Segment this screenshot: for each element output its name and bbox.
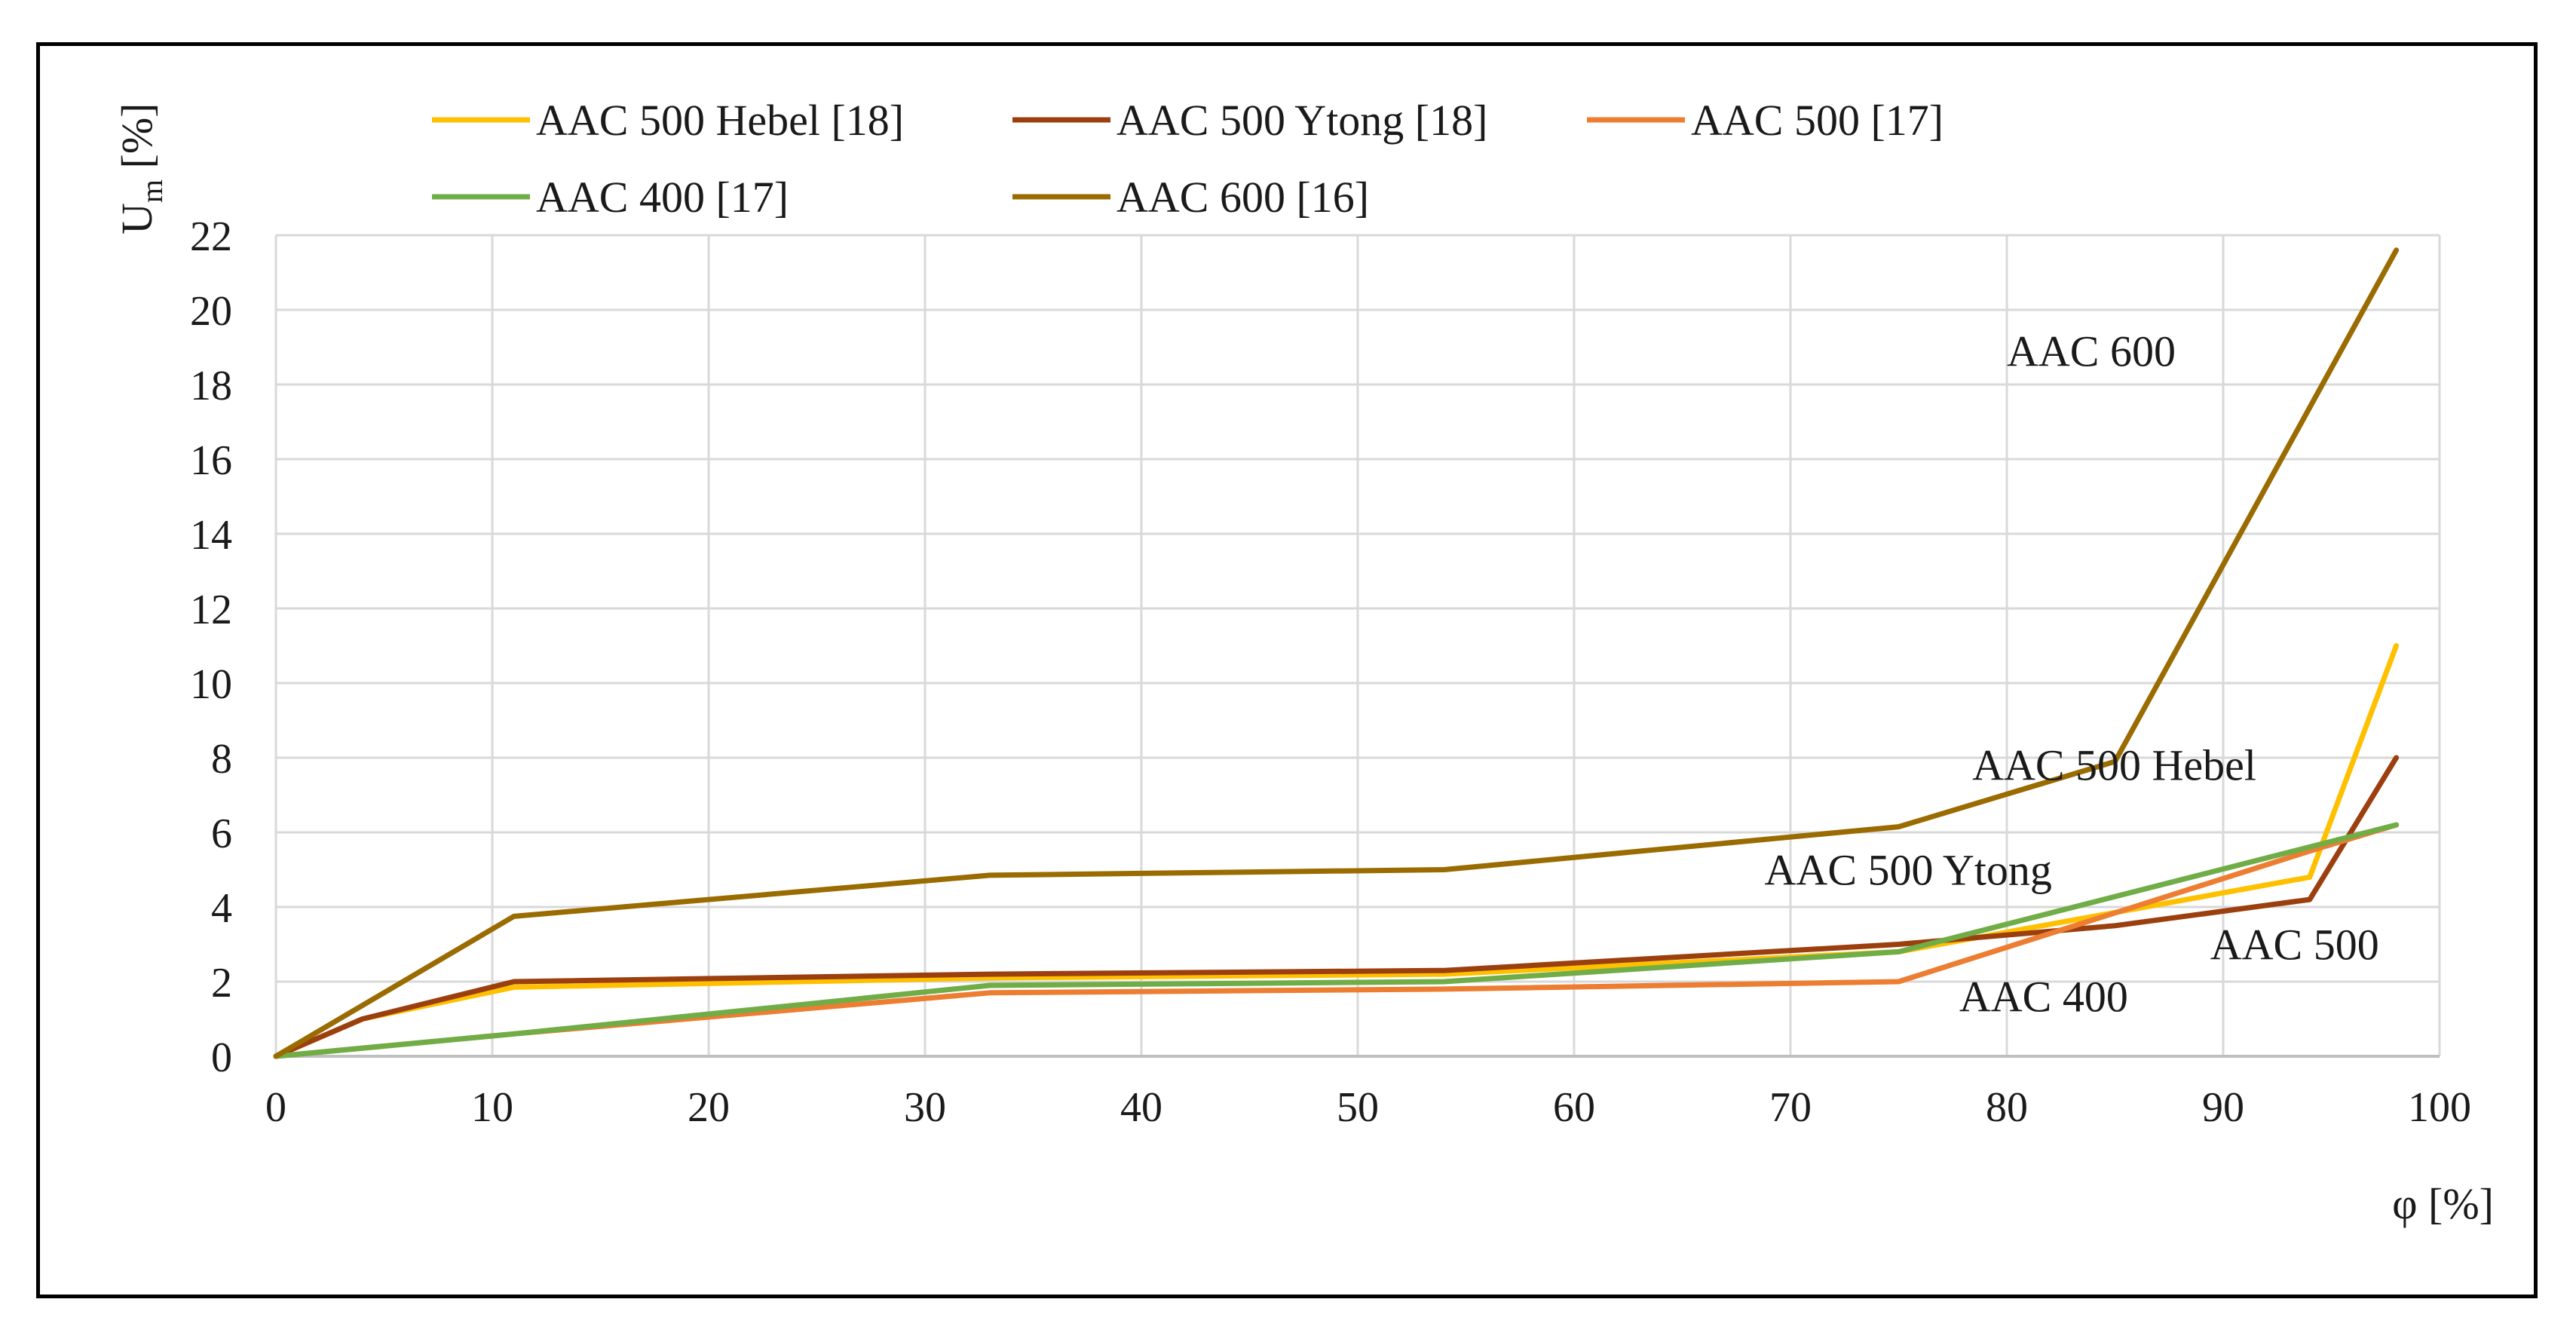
- y-tick-label: 4: [211, 885, 232, 932]
- legend-label-aac-600-16: AAC 600 [16]: [1116, 173, 1369, 222]
- grid-lines: [274, 234, 2441, 1058]
- y-tick-label: 0: [211, 1034, 232, 1081]
- legend-label-aac-500-hebel-18: AAC 500 Hebel [18]: [536, 96, 904, 145]
- legend-label-aac-500-ytong-18: AAC 500 Ytong [18]: [1116, 96, 1487, 145]
- annotation-label: AAC 500: [2210, 920, 2379, 969]
- annotation-label: AAC 400: [1959, 973, 2128, 1022]
- legend: AAC 500 Hebel [18] AAC 500 Ytong [18] AAC …: [432, 96, 1943, 222]
- annotation-label: AAC 500 Ytong: [1765, 845, 2052, 894]
- x-tick-label: 0: [265, 1084, 286, 1131]
- series-line-aac-500-17: [273, 822, 2400, 1059]
- line-chart: 0 2 4 6 8 10 12 14 16 18 20 22 0 10 20 30 40 50 60 70 80 90 10…: [112, 96, 2494, 1228]
- tick-labels: 0 2 4 6 8 10 12 14 16 18 20 22 0 10 20 30 40 50 60 70 80 90 10…: [190, 213, 2471, 1131]
- y-tick-label: 8: [211, 736, 232, 783]
- y-tick-label: 10: [190, 661, 232, 708]
- y-tick-label: 18: [190, 363, 232, 409]
- x-tick-label: 10: [471, 1084, 513, 1131]
- series-line-aac-400-17: [273, 822, 2400, 1059]
- y-tick-label: 16: [190, 437, 232, 484]
- x-tick-label: 90: [2202, 1084, 2244, 1131]
- x-axis-label: φ [%]: [2392, 1179, 2494, 1228]
- x-tick-label: 20: [688, 1084, 730, 1131]
- series-line-aac-500-ytong-18: [273, 755, 2400, 1059]
- x-tick-label: 30: [904, 1084, 946, 1131]
- y-tick-label: 14: [190, 512, 232, 559]
- series-lines: [273, 247, 2400, 1059]
- x-tick-label: 70: [1769, 1084, 1812, 1131]
- y-tick-label: 12: [190, 587, 232, 633]
- y-tick-label: 2: [211, 960, 232, 1007]
- annotation-label: AAC 500 Hebel: [1972, 741, 2256, 790]
- y-tick-label: 20: [190, 288, 232, 335]
- x-tick-label: 100: [2408, 1084, 2471, 1131]
- y-tick-label: 22: [190, 213, 232, 260]
- line-annotations: AAC 600 AAC 500 Hebel AAC 500 Ytong AAC 500…: [1765, 326, 2379, 1021]
- x-tick-label: 40: [1120, 1084, 1162, 1131]
- x-tick-label: 80: [1986, 1084, 2028, 1131]
- legend-label-aac-500-17: AAC 500 [17]: [1691, 96, 1943, 145]
- y-axis-label: Um [%]: [112, 103, 169, 234]
- x-tick-label: 50: [1337, 1084, 1379, 1131]
- y-tick-label: 6: [211, 810, 232, 857]
- annotation-label: AAC 600: [2007, 326, 2176, 375]
- series-line-aac-600-16: [273, 247, 2400, 1059]
- chart-frame: 0 2 4 6 8 10 12 14 16 18 20 22 0 10 20 30 40 50 60 70 80 90 10…: [36, 42, 2538, 1298]
- legend-label-aac-400-17: AAC 400 [17]: [536, 173, 789, 222]
- x-tick-label: 60: [1553, 1084, 1595, 1131]
